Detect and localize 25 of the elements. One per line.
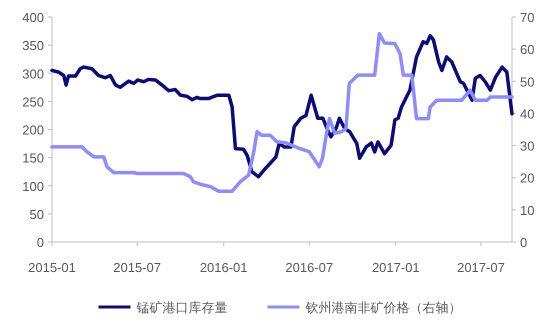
legend-label: 钦州港南非矿价格（右轴） <box>304 300 462 315</box>
y2-tick-label: 10 <box>520 202 534 218</box>
legend-label: 锰矿港口库存量 <box>136 300 228 315</box>
x-tick-label: 2017-01 <box>372 260 420 275</box>
y2-tick-label: 50 <box>520 74 534 90</box>
y-tick-label: 50 <box>30 206 44 222</box>
x-tick-label: 2015-07 <box>113 260 161 275</box>
x-tick-label: 2016-01 <box>200 260 248 275</box>
x-tick-label: 2017-07 <box>457 260 505 275</box>
y2-tick-label: 0 <box>520 235 528 250</box>
y-tick-label: 400 <box>22 10 44 25</box>
x-tick-label: 2016-07 <box>285 260 334 275</box>
y-tick-label: 350 <box>22 38 44 54</box>
y2-tick-label: 20 <box>520 170 534 186</box>
y2-tick-label: 60 <box>520 42 534 58</box>
y-tick-label: 250 <box>22 94 44 110</box>
y2-tick-label: 30 <box>520 138 534 154</box>
y-tick-label: 300 <box>22 66 44 82</box>
y-tick-label: 0 <box>36 235 44 250</box>
y-tick-label: 200 <box>22 122 44 138</box>
y-tick-label: 100 <box>22 178 44 194</box>
y-tick-label: 150 <box>22 150 44 166</box>
x-tick-label: 2015-01 <box>28 260 76 275</box>
y2-tick-label: 40 <box>520 106 534 122</box>
y2-tick-label: 70 <box>520 10 534 25</box>
